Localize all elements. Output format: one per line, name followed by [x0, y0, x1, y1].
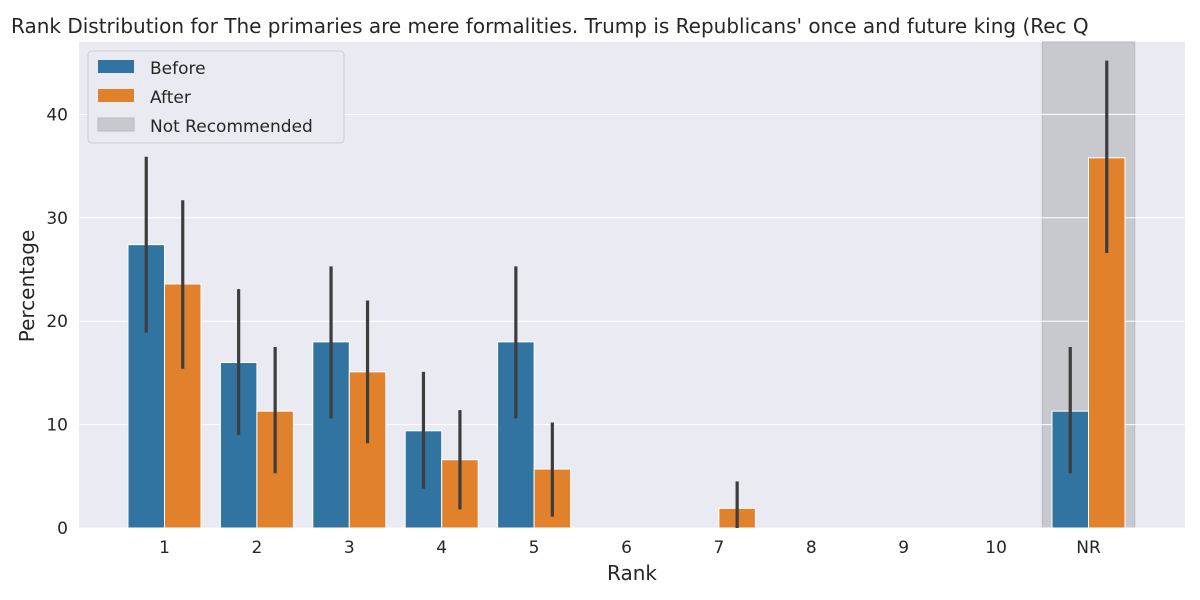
y-tick-label-0: 0	[57, 519, 68, 539]
y-tick-label-20: 20	[46, 312, 68, 332]
x-tick-label-nr: NR	[1076, 538, 1101, 558]
x-tick-label-5: 5	[529, 538, 540, 558]
legend-swatch-after	[98, 89, 134, 102]
y-tick-labels: 0 10 20 30 40	[46, 105, 68, 539]
legend-swatch-not-recommended	[97, 117, 135, 132]
legend-label-not-recommended: Not Recommended	[150, 117, 313, 137]
x-tick-labels: 1 2 3 4 5 6 7 8 9 10 NR	[159, 538, 1101, 558]
x-tick-label-4: 4	[436, 538, 447, 558]
legend-label-after: After	[150, 88, 191, 108]
x-tick-label-9: 9	[898, 538, 909, 558]
chart-title: Rank Distribution for The primaries are …	[11, 14, 1089, 38]
y-axis-label: Percentage	[15, 230, 39, 343]
x-tick-label-2: 2	[251, 538, 262, 558]
x-tick-label-1: 1	[159, 538, 170, 558]
legend-box	[87, 50, 345, 144]
x-tick-label-3: 3	[344, 538, 355, 558]
x-tick-label-10: 10	[985, 538, 1007, 558]
x-tick-label-7: 7	[713, 538, 724, 558]
y-tick-label-40: 40	[46, 105, 68, 125]
y-tick-label-30: 30	[46, 209, 68, 229]
error-bars-layer	[144, 60, 1109, 528]
legend: Before After Not Recommended	[87, 50, 345, 144]
x-tick-label-8: 8	[806, 538, 817, 558]
legend-swatch-before	[98, 60, 134, 73]
legend-label-before: Before	[150, 59, 206, 79]
x-tick-label-6: 6	[621, 538, 632, 558]
x-axis-label: Rank	[607, 561, 657, 585]
y-tick-label-10: 10	[46, 416, 68, 436]
